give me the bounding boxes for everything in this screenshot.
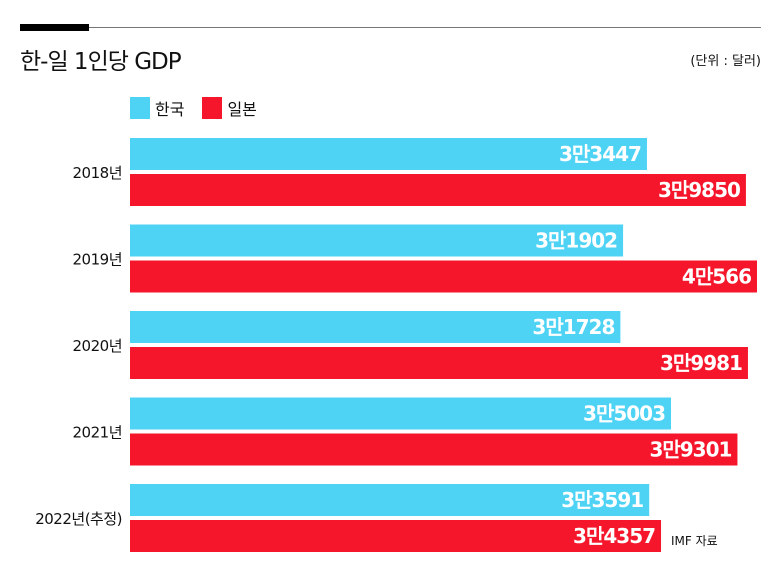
data-label-japan: 3만9301: [649, 438, 731, 462]
legend-label-japan: 일본: [227, 100, 257, 119]
bar-korea: [130, 311, 621, 343]
unit-note: (단위 : 달러): [690, 54, 761, 69]
bar-korea: [130, 224, 624, 257]
data-label-japan: 3만9850: [658, 178, 740, 202]
legend: 한국 일본: [130, 96, 275, 120]
bar-korea: [130, 397, 672, 430]
header-rule: [20, 27, 761, 28]
data-label-korea: 3만1902: [535, 229, 617, 253]
legend-swatch-korea: [130, 97, 150, 119]
header-accent-bar: [20, 24, 89, 31]
bar-japan: [130, 260, 757, 293]
category-label: 2019년: [73, 251, 122, 269]
data-label-korea: 3만3447: [559, 142, 641, 166]
data-label-korea: 3만5003: [583, 402, 665, 426]
category-label: 2022년(추정): [35, 510, 122, 528]
bar-korea: [130, 138, 647, 170]
chart-title: 한-일 1인당 GDP: [20, 49, 182, 75]
bar-japan: [130, 347, 748, 379]
legend-label-korea: 한국: [155, 100, 185, 119]
data-label-japan: 4만566: [682, 265, 751, 289]
category-label: 2021년: [73, 424, 122, 442]
legend-swatch-japan: [202, 97, 223, 119]
data-label-japan: 3만9981: [660, 351, 742, 375]
bar-japan: [130, 433, 738, 466]
source-note: IMF 자료: [671, 534, 718, 548]
data-label-japan: 3만4357: [573, 524, 655, 548]
bar-japan: [130, 174, 746, 206]
legend-item-japan: 일본: [202, 96, 257, 120]
data-label-korea: 3만3591: [561, 488, 643, 512]
bar-japan: [130, 520, 662, 552]
legend-item-korea: 한국: [130, 96, 184, 120]
data-label-korea: 3만1728: [532, 315, 614, 339]
bar-korea: [130, 484, 650, 516]
category-label: 2018년: [73, 164, 122, 182]
category-label: 2020년: [73, 337, 122, 355]
